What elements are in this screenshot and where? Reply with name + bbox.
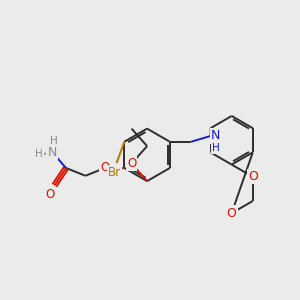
Text: H: H: [50, 136, 58, 146]
Text: N: N: [48, 146, 57, 159]
Text: O: O: [248, 170, 258, 183]
Text: O: O: [227, 207, 237, 220]
Text: H: H: [212, 142, 219, 153]
Text: N: N: [211, 129, 220, 142]
Text: O: O: [46, 188, 55, 201]
Text: Br: Br: [108, 166, 121, 179]
Text: O: O: [127, 157, 136, 170]
Text: O: O: [100, 161, 110, 175]
Text: H: H: [35, 149, 43, 159]
